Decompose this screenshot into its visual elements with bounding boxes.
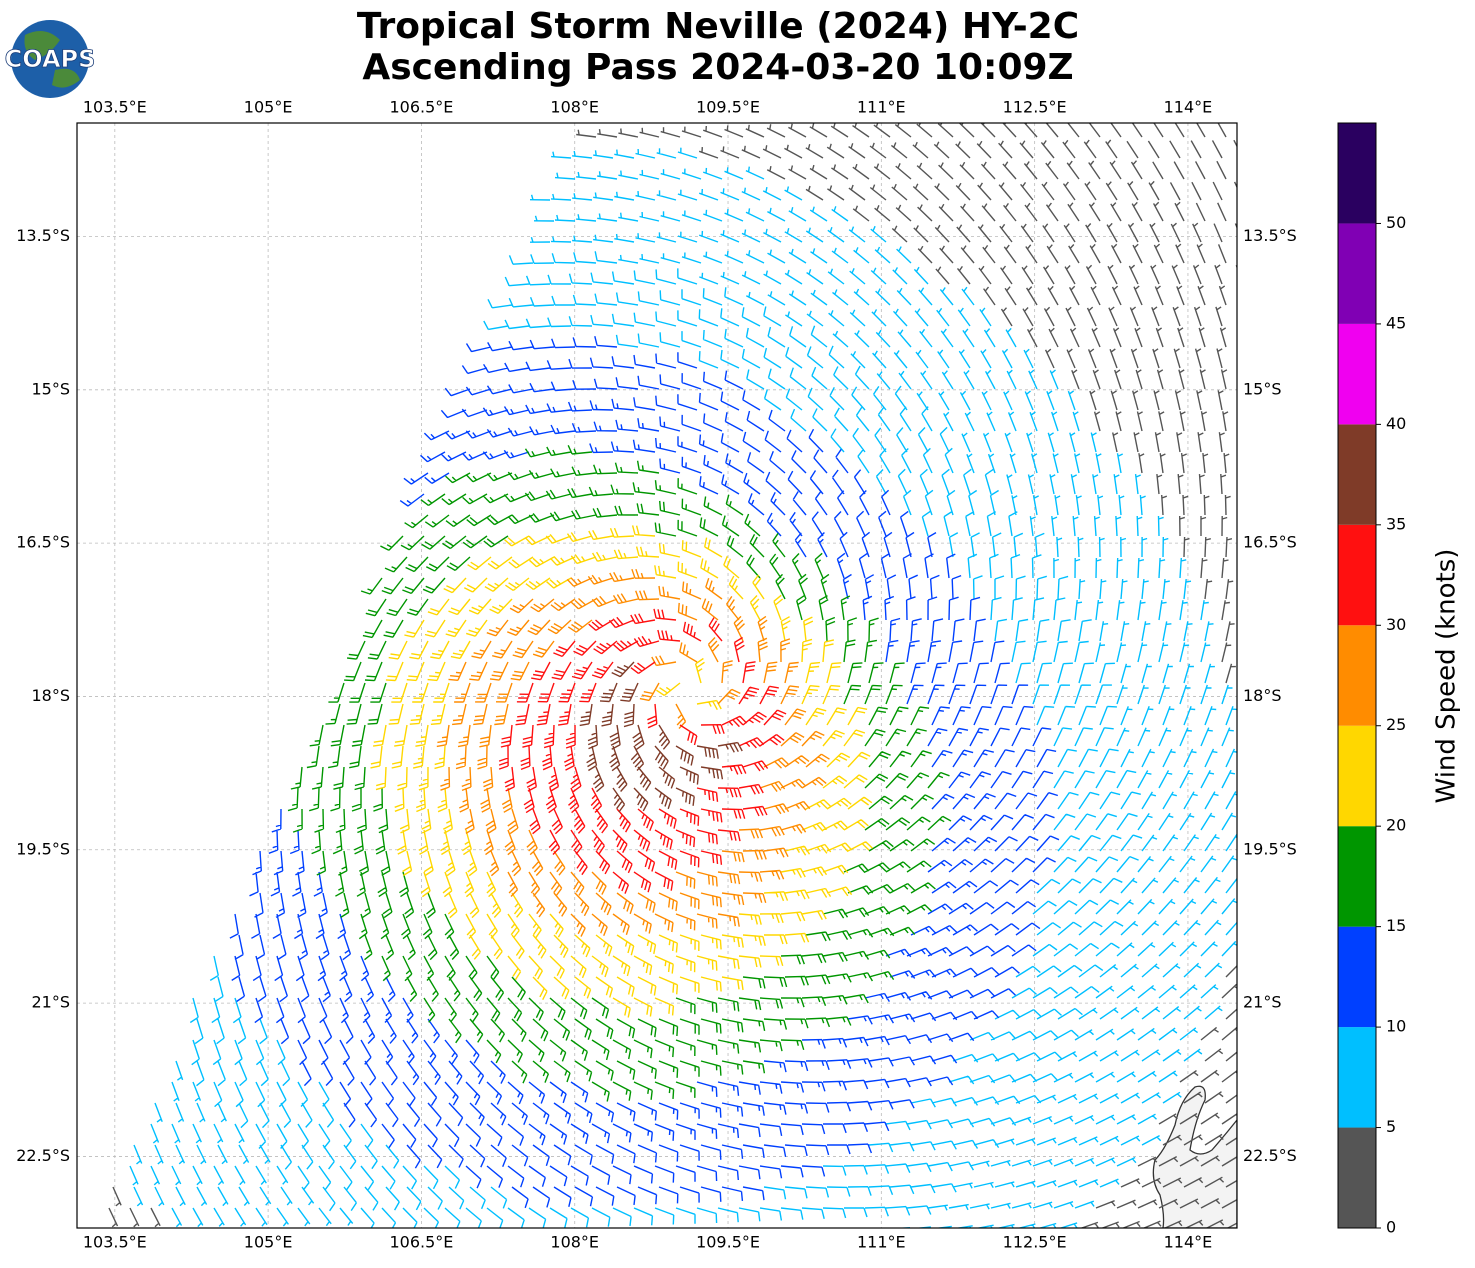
y-tick-label: 18°S: [31, 686, 70, 705]
y-tick-label: 13.5°S: [16, 226, 70, 245]
x-tick-label: 114°E: [1164, 98, 1213, 117]
y-tick-label: 16.5°S: [1243, 533, 1297, 552]
colorbar-tick-label: 50: [1386, 213, 1406, 232]
colorbar-tick-label: 30: [1386, 615, 1406, 634]
wind-barb-group: [370, 525, 873, 1018]
colorbar-tick-label: 20: [1386, 816, 1406, 835]
x-tick-label: 112.5°E: [1003, 1233, 1067, 1252]
x-tick-label: 105°E: [244, 98, 293, 117]
x-tick-label: 111°E: [857, 1233, 906, 1252]
colorbar-band: [1338, 223, 1376, 324]
chart-subtitle: Ascending Pass 2024-03-20 10:09Z: [362, 47, 1073, 88]
logo-land: [24, 31, 80, 88]
wind-barb-group: [287, 445, 952, 1102]
colorbar-tick-label: 15: [1386, 916, 1406, 935]
x-tick-label: 109.5°E: [696, 98, 760, 117]
x-tick-label: 108°E: [550, 1233, 599, 1252]
y-tick-label: 21°S: [1243, 993, 1282, 1012]
y-tick-label: 16.5°S: [16, 533, 70, 552]
colorbar-band: [1338, 1127, 1376, 1228]
x-tick-label: 109.5°E: [696, 1233, 760, 1252]
map-frame: [76, 122, 1238, 1229]
colorbar-tick-label: 25: [1386, 715, 1406, 734]
y-tick-label: 22.5°S: [1243, 1146, 1297, 1165]
colorbar-band: [1338, 323, 1376, 425]
y-tick-label: 13.5°S: [1243, 226, 1297, 245]
x-tick-label: 112.5°E: [1003, 98, 1067, 117]
y-tick-label: 19.5°S: [1243, 839, 1297, 858]
y-tick-label: 22.5°S: [16, 1146, 70, 1165]
x-tick-label: 108°E: [550, 98, 599, 117]
colorbar-band: [1338, 524, 1376, 626]
colorbar-band: [1338, 424, 1376, 525]
colorbar-band: [1338, 625, 1376, 726]
colorbar-tick-label: 5: [1386, 1117, 1396, 1136]
x-tick-label: 111°E: [857, 98, 906, 117]
colorbar-label: Wind Speed (knots): [1432, 549, 1462, 804]
colorbar-band: [1338, 725, 1376, 827]
colorbar-band: [1338, 123, 1376, 224]
wind-barb-group: [579, 661, 743, 813]
colorbar-band: [1338, 1027, 1376, 1128]
x-tick-label: 106.5°E: [389, 98, 453, 117]
x-tick-label: 106.5°E: [389, 1233, 453, 1252]
logo-text: COAPS: [5, 45, 96, 73]
y-tick-label: 21°S: [31, 993, 70, 1012]
x-tick-label: 103.5°E: [83, 98, 147, 117]
wind-barb-group: [108, 123, 1237, 1228]
logo: COAPS: [4, 20, 96, 98]
x-tick-label: 103.5°E: [83, 1233, 147, 1252]
colorbar-band: [1338, 926, 1376, 1028]
x-tick-label: 105°E: [244, 1233, 293, 1252]
y-tick-label: 19.5°S: [16, 839, 70, 858]
colorbar-tick-label: 45: [1386, 313, 1406, 332]
wind-barb-group: [436, 568, 830, 937]
chart-title: Tropical Storm Neville (2024) HY-2C: [357, 6, 1079, 47]
y-tick-label: 18°S: [1243, 686, 1282, 705]
wind-barb-group: [129, 147, 1237, 1228]
y-tick-label: 15°S: [1243, 379, 1282, 398]
colorbar-tick-label: 35: [1386, 514, 1406, 533]
wind-barb-group: [498, 608, 787, 894]
x-tick-label: 114°E: [1164, 1233, 1213, 1252]
colorbar-tick-label: 0: [1386, 1218, 1396, 1237]
colorbar-frame: [1337, 122, 1377, 1229]
grid: [77, 123, 1237, 1228]
colorbar-tick-label: 40: [1386, 414, 1406, 433]
wind-barbs: [108, 123, 1237, 1228]
colorbar-band: [1338, 826, 1376, 927]
y-tick-label: 15°S: [31, 379, 70, 398]
colorbar-tick-label: 10: [1386, 1017, 1406, 1036]
wind-barb-group: [229, 336, 1060, 1209]
